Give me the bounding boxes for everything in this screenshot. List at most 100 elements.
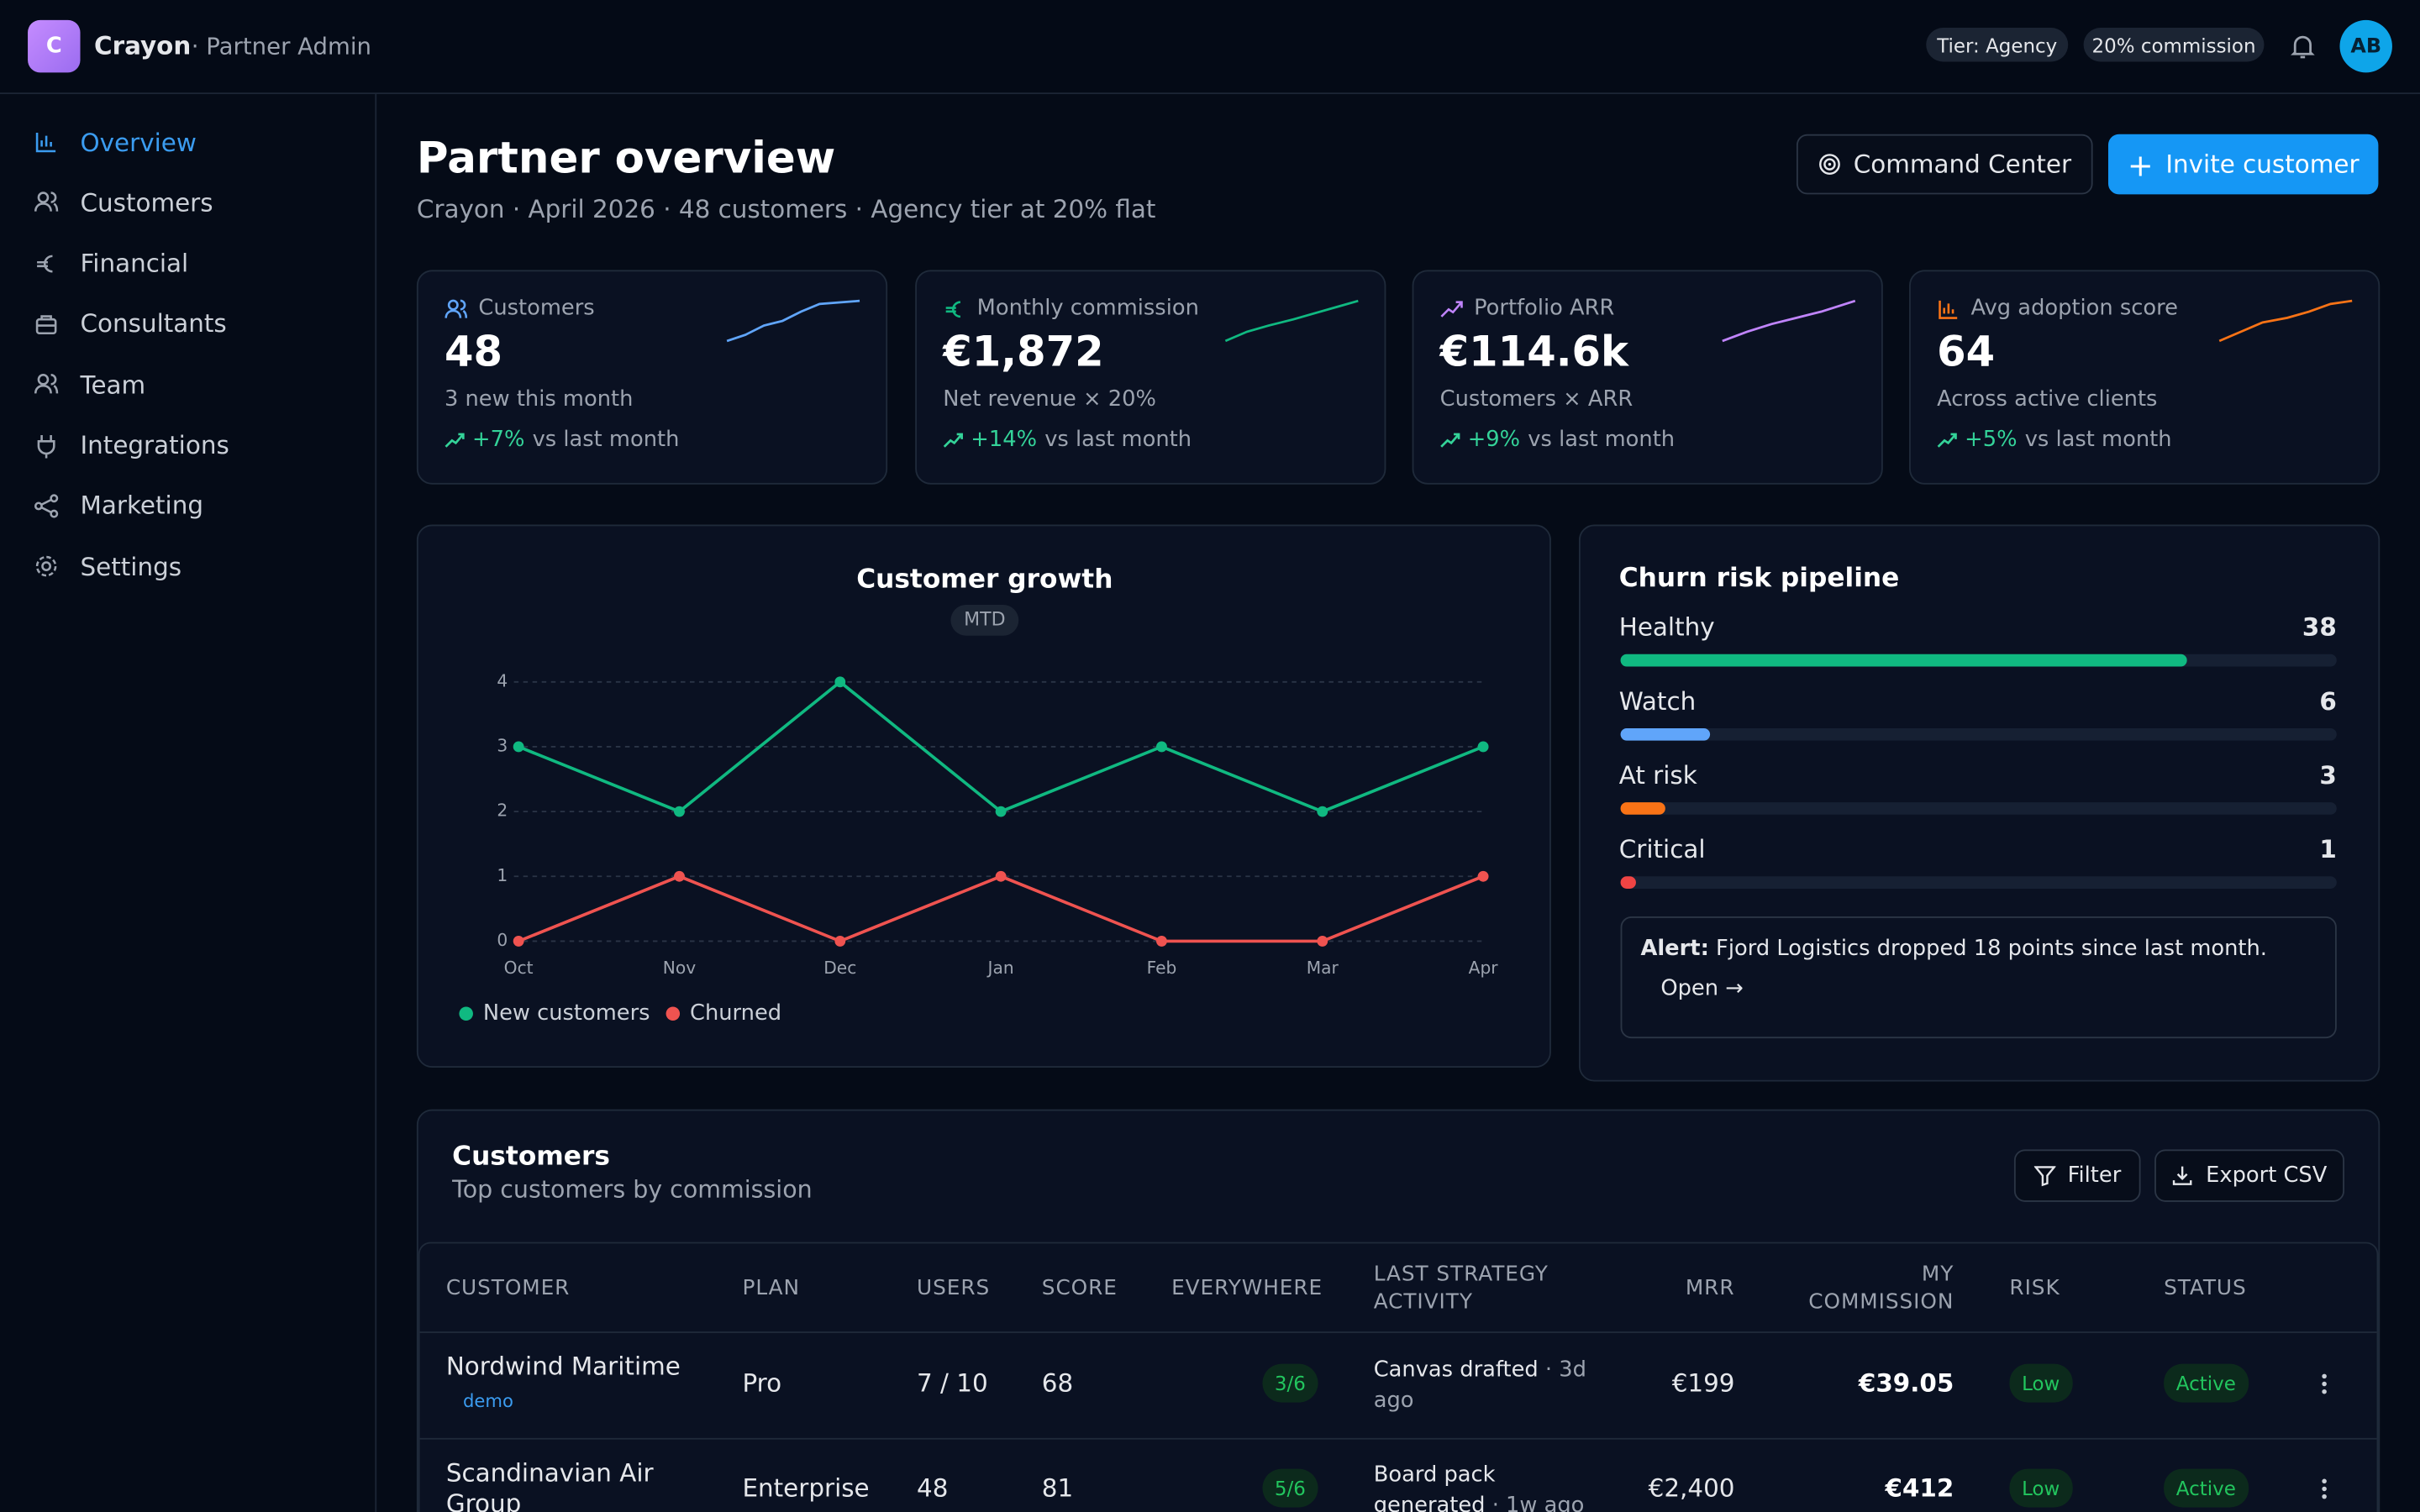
kpi-value: €114.6k (1439, 328, 1629, 377)
stage-track (1620, 802, 2337, 815)
column-header: USERS (917, 1275, 991, 1301)
my-commission: €39.05 (1858, 1368, 1954, 1399)
trend-icon (1937, 430, 1957, 450)
score: 68 (1041, 1368, 1074, 1399)
nav-item[interactable]: Integrations (34, 428, 229, 462)
column-header: CUSTOMER (445, 1275, 571, 1301)
alert-action[interactable]: Open → (1660, 976, 1744, 1002)
data-point (1477, 741, 1489, 753)
data-point (674, 806, 685, 817)
activity-text: Board pack generated (1373, 1462, 1496, 1512)
download-icon (2173, 1166, 2192, 1185)
churn-title: Churn risk pipeline (1618, 563, 1900, 595)
y-tick-label: 4 (497, 670, 508, 690)
my-commission: €412 (1885, 1473, 1954, 1503)
demo-tag: demo (463, 1389, 513, 1412)
x-tick-label: Feb (1147, 958, 1177, 978)
nav-item[interactable]: Settings (34, 549, 182, 583)
kpi-note: 3 new this month (444, 387, 634, 412)
x-tick-label: Nov (663, 958, 696, 978)
chart-title: Customer growth (856, 564, 1113, 595)
stage-count: 38 (2302, 612, 2337, 643)
data-point (834, 676, 846, 688)
kpi-value: €1,872 (943, 328, 1104, 377)
trend-icon (1440, 430, 1460, 450)
brand-section: · Partner Admin (191, 32, 371, 60)
stage-count: 1 (2319, 834, 2337, 864)
growth-panel: Customer growth MTD 0 1 2 3 4 Oct Nov Dec Jan Feb… (416, 524, 1551, 1068)
nav-item[interactable]: Customers (34, 186, 213, 219)
kpi-value: 48 (444, 328, 503, 377)
bell-icon[interactable] (2287, 31, 2318, 62)
data-point (834, 935, 846, 947)
row-menu[interactable] (2320, 1475, 2329, 1509)
activity-text: Canvas drafted (1373, 1357, 1539, 1383)
target-icon (1818, 154, 1840, 176)
invite-button[interactable]: + Invite customer (2107, 134, 2379, 195)
button-label: Command Center (1853, 150, 2072, 180)
column-header: SCORE (1041, 1275, 1118, 1301)
stage-bar (1620, 654, 2188, 667)
status-badge: Active (2164, 1363, 2249, 1403)
avatar[interactable]: AB (2339, 19, 2392, 73)
export-button[interactable]: Export CSV (2154, 1149, 2345, 1202)
score: 81 (1041, 1473, 1074, 1503)
nav-item[interactable]: Overview (34, 125, 197, 159)
kpi-delta: +7% (472, 427, 525, 453)
nav-item[interactable]: Marketing (34, 489, 203, 522)
x-tick-label: Mar (1307, 958, 1339, 978)
nav-item[interactable]: Consultants (34, 307, 227, 340)
stage-name: Watch (1618, 686, 1697, 717)
column-header: LAST STRATEGY ACTIVITY (1373, 1262, 1549, 1315)
icon (445, 299, 468, 318)
kpi-delta-note: vs last month (532, 427, 680, 453)
filter-button[interactable]: Filter (2013, 1149, 2141, 1202)
growth-chart: Customer growth MTD 0 1 2 3 4 Oct Nov Dec Jan Feb… (459, 564, 1499, 1026)
kpi-icon (445, 297, 468, 327)
page-title: Partner overview (416, 132, 836, 184)
customers-title: Customers (452, 1142, 610, 1173)
icon (943, 432, 963, 447)
sparkline (1722, 299, 1856, 343)
kpi-delta-row: +9% vs last month (1440, 428, 1675, 452)
kpi-value: 64 (1937, 328, 1996, 377)
command-center-button[interactable]: Command Center (1796, 134, 2093, 195)
badge-bg (950, 605, 1019, 636)
action-label: Open (1660, 976, 1719, 1002)
stage-count: 6 (2319, 686, 2337, 717)
nav-label: Team (80, 370, 146, 400)
kpi-delta: +9% (1467, 427, 1521, 453)
nav-icon (34, 312, 58, 336)
nav-icon (34, 129, 58, 154)
y-tick-label: 2 (497, 801, 508, 821)
stage-bar (1620, 802, 1665, 815)
column-header: PLAN (742, 1275, 801, 1301)
nav-item[interactable]: Team (34, 367, 145, 401)
kpi-sparkline (725, 299, 861, 349)
logo[interactable]: C (28, 19, 81, 73)
kpi-card (915, 270, 1386, 485)
kpi-delta-row: +14% vs last month (943, 428, 1192, 452)
nav-icon (34, 433, 58, 458)
icon (1937, 432, 1957, 447)
data-point (1477, 870, 1489, 882)
x-tick-label: Apr (1469, 958, 1499, 978)
activity-time: · 1w ago (1491, 1493, 1585, 1512)
row-divider (419, 1437, 2377, 1440)
kpi-delta-row: +5% vs last month (1937, 428, 2172, 452)
alert-text: Fjord Logistics dropped 18 points since … (1716, 936, 2267, 962)
commission-pill: 20% commission (2083, 28, 2265, 62)
row-divider (419, 1331, 2377, 1333)
nav-label: Marketing (80, 491, 203, 521)
data-point (1317, 935, 1328, 947)
data-point (995, 870, 1007, 882)
kpi-label: Portfolio ARR (1474, 296, 1615, 322)
activity-time: · 3d ago (1373, 1357, 1586, 1414)
x-tick-label: Dec (823, 958, 856, 978)
icon (445, 432, 465, 447)
row-menu[interactable] (2320, 1370, 2329, 1404)
mrr: €199 (1671, 1368, 1735, 1399)
plan: Enterprise (742, 1473, 870, 1503)
stage-name: Critical (1618, 834, 1706, 864)
nav-item[interactable]: Financial (34, 246, 188, 280)
